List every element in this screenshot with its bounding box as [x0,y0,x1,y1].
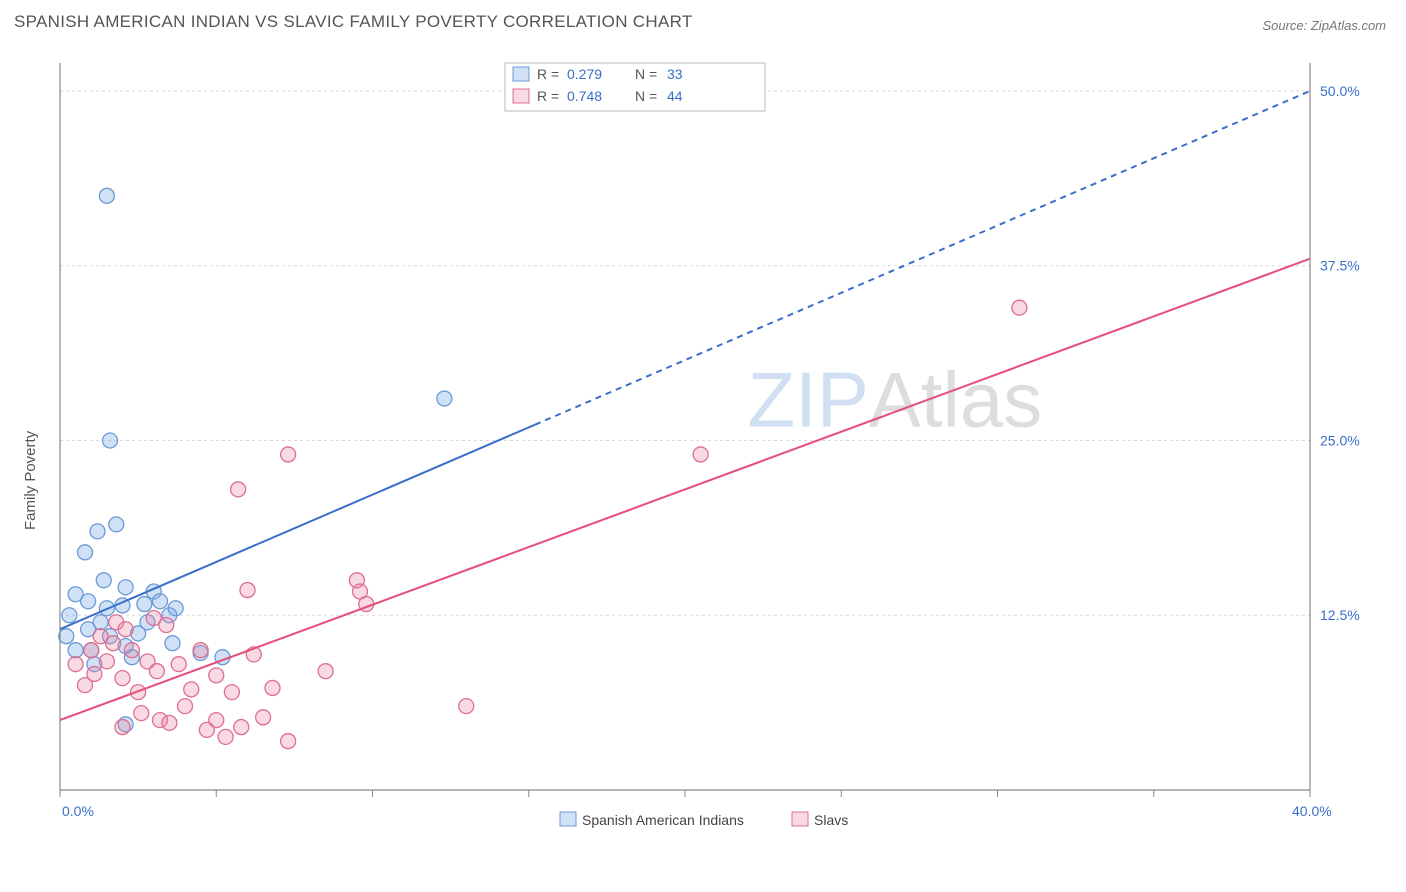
scatter-point [118,580,133,595]
scatter-point [118,622,133,637]
chart-title: SPANISH AMERICAN INDIAN VS SLAVIC FAMILY… [14,12,693,32]
x-tick-label: 0.0% [62,803,94,819]
scatter-point [115,671,130,686]
watermark: ZIPAtlas [748,356,1043,444]
scatter-point [115,720,130,735]
scatter-point [1012,300,1027,315]
scatter-point [109,517,124,532]
svg-text:33: 33 [667,66,683,82]
scatter-point [178,699,193,714]
regression-line [60,425,535,630]
legend-label: Spanish American Indians [582,812,744,828]
scatter-point [149,664,164,679]
source-attribution: Source: ZipAtlas.com [1262,18,1386,33]
scatter-point [162,715,177,730]
svg-text:R =: R = [537,66,559,82]
y-axis-label: Family Poverty [22,431,39,530]
scatter-point [209,668,224,683]
scatter-point [234,720,249,735]
scatter-point [193,643,208,658]
scatter-point [84,643,99,658]
scatter-point [224,685,239,700]
scatter-point [184,682,199,697]
scatter-point [87,666,102,681]
scatter-point [171,657,186,672]
scatter-point [134,706,149,721]
scatter-point [99,654,114,669]
scatter-point [168,601,183,616]
scatter-point [265,680,280,695]
svg-text:N =: N = [635,88,657,104]
chart-area: 12.5% 25.0% 37.5% 50.0% ZIPAtlas 0.0% 40.0% R =… [50,55,1380,830]
scatter-point [218,729,233,744]
scatter-point [90,524,105,539]
legend-swatch [792,812,808,826]
scatter-point [103,433,118,448]
legend-swatch [560,812,576,826]
scatter-point [437,391,452,406]
svg-text:0.279: 0.279 [567,66,602,82]
scatter-point [209,713,224,728]
x-tick-label: 40.0% [1292,803,1332,819]
scatter-point [59,629,74,644]
y-tick-label: 25.0% [1320,432,1360,448]
scatter-point [93,615,108,630]
scatter-point [62,608,77,623]
scatter-point [240,583,255,598]
scatter-point [124,643,139,658]
stats-legend: R = 0.279 N = 33 R = 0.748 N = 44 [505,63,765,111]
scatter-point [78,545,93,560]
scatter-point [459,699,474,714]
regression-line [60,259,1310,720]
scatter-point [96,573,111,588]
scatter-point [231,482,246,497]
y-tick-label: 37.5% [1320,258,1360,274]
scatter-point [165,636,180,651]
scatter-chart-svg: 12.5% 25.0% 37.5% 50.0% ZIPAtlas 0.0% 40.0% R =… [50,55,1380,855]
scatter-point [153,594,168,609]
svg-text:44: 44 [667,88,683,104]
scatter-point [256,710,271,725]
scatter-point [106,636,121,651]
scatter-point [99,188,114,203]
scatter-point [281,734,296,749]
svg-text:N =: N = [635,66,657,82]
legend-label: Slavs [814,812,848,828]
scatter-point [81,594,96,609]
y-tick-label: 12.5% [1320,607,1360,623]
scatter-point [318,664,333,679]
scatter-point [281,447,296,462]
scatter-point [68,657,83,672]
scatter-point [159,618,174,633]
scatter-point [68,643,83,658]
svg-text:0.748: 0.748 [567,88,602,104]
scatter-point [693,447,708,462]
svg-text:R =: R = [537,88,559,104]
y-tick-label: 50.0% [1320,83,1360,99]
scatter-point [137,597,152,612]
